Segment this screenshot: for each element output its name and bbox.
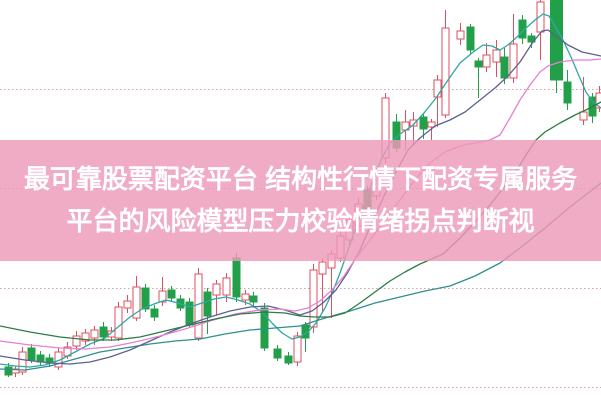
ma-short-teal <box>0 13 601 368</box>
promo-text-overlay: 最可靠股票配资平台 结构性行情下配资专属服务 平台的风险模型压力校验情绪拐点判断… <box>0 140 601 261</box>
promo-line-1: 最可靠股票配资平台 结构性行情下配资专属服务 <box>23 164 578 195</box>
ma-long-teal <box>0 182 601 371</box>
promo-line-2: 平台的风险模型压力校验情绪拐点判断视 <box>66 206 535 236</box>
